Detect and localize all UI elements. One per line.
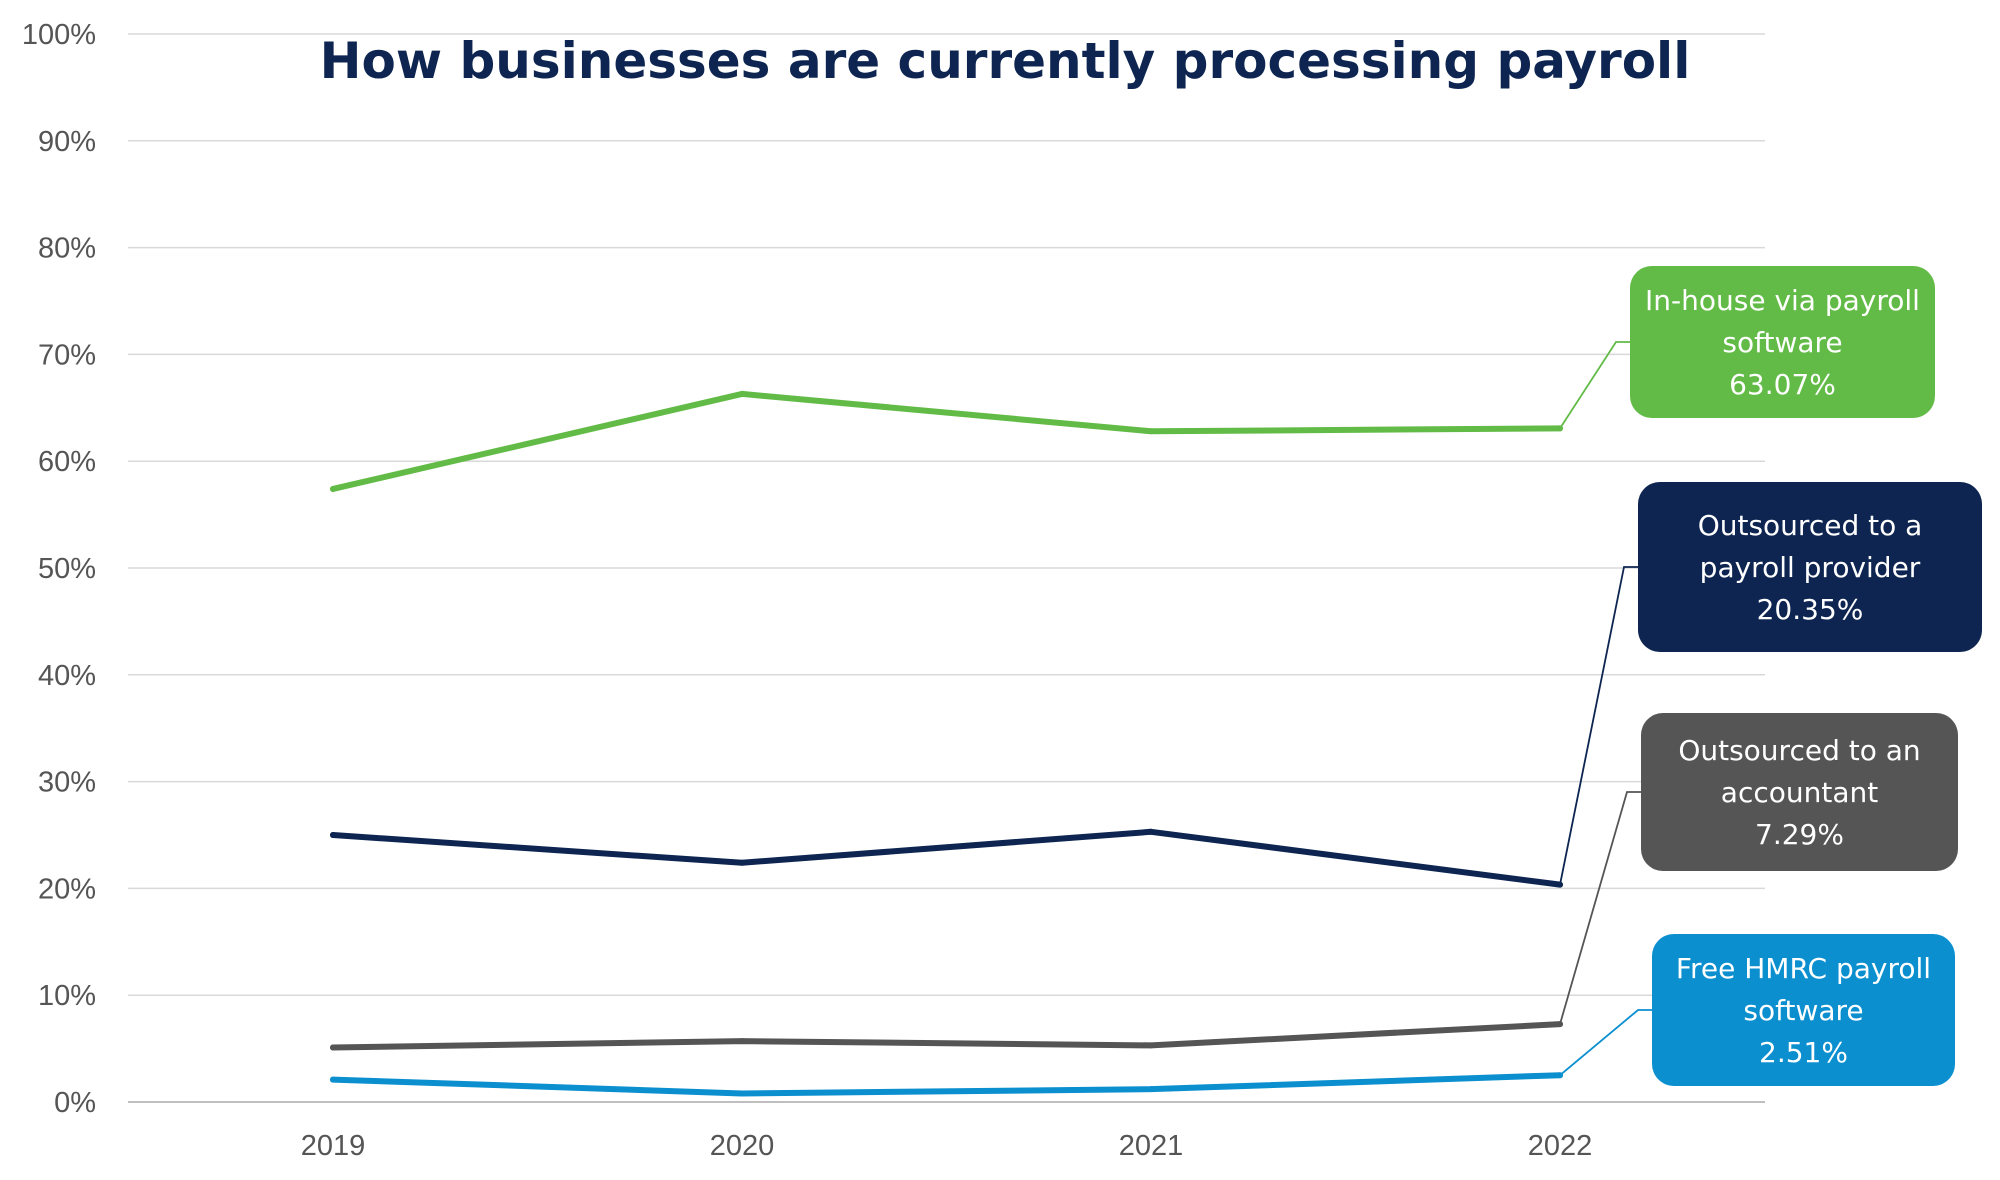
label-text-payroll-provider: payroll provider <box>1700 551 1921 584</box>
leader-line-in-house <box>1559 341 1632 429</box>
series-labels: In-house via payroll software 63.07% Outsou… <box>1559 266 1982 1086</box>
data-point-payroll-provider <box>330 832 336 838</box>
data-point-payroll-provider <box>1148 828 1154 835</box>
y-tick-label: 60% <box>38 446 96 478</box>
label-text-hmrc: Free HMRC payroll <box>1676 952 1931 985</box>
label-text-hmrc: software <box>1743 994 1863 1027</box>
x-tick-label: 2021 <box>1119 1130 1184 1162</box>
y-tick-label: 10% <box>38 980 96 1012</box>
label-text-hmrc: 2.51% <box>1759 1036 1848 1069</box>
chart-title: How businesses are currently processing … <box>320 32 1691 90</box>
x-tick-label: 2019 <box>301 1130 366 1162</box>
data-point-accountant <box>330 1044 336 1051</box>
label-text-payroll-provider: Outsourced to a <box>1698 509 1923 542</box>
leader-line-accountant <box>1559 791 1643 1025</box>
label-text-accountant: 7.29% <box>1755 818 1844 851</box>
leader-line-payroll-provider <box>1559 566 1640 885</box>
data-point-payroll-provider <box>739 859 745 866</box>
y-tick-label: 100% <box>22 19 96 51</box>
data-point-in-house <box>739 390 745 397</box>
grid-lines <box>128 33 1765 1103</box>
label-text-payroll-provider: 20.35% <box>1757 593 1864 626</box>
label-box-hmrc <box>1652 934 1955 1086</box>
data-point-in-house <box>330 485 336 492</box>
y-axis-ticks: 0% 10% 20% 30% 40% 50% 60% 70% 80% 90% 100% <box>22 19 96 1119</box>
data-point-accountant <box>1148 1042 1154 1049</box>
x-tick-label: 2022 <box>1528 1130 1593 1162</box>
label-box-in-house <box>1630 266 1935 418</box>
series-line-payroll-provider <box>330 828 1563 888</box>
y-tick-label: 40% <box>38 660 96 692</box>
label-text-in-house: software <box>1722 326 1842 359</box>
y-tick-label: 70% <box>38 339 96 371</box>
data-point-in-house <box>1148 428 1154 435</box>
series-line-accountant <box>330 1021 1563 1051</box>
data-point-hmrc <box>739 1090 745 1097</box>
label-box-accountant <box>1641 713 1958 871</box>
label-text-in-house: 63.07% <box>1729 368 1836 401</box>
label-text-in-house: In-house via payroll <box>1645 284 1920 317</box>
series-lines <box>330 390 1563 1097</box>
leader-line-hmrc <box>1559 1009 1654 1076</box>
y-tick-label: 80% <box>38 233 96 265</box>
y-tick-label: 20% <box>38 873 96 905</box>
data-point-hmrc <box>1148 1086 1154 1093</box>
y-tick-label: 90% <box>38 126 96 158</box>
label-text-accountant: Outsourced to an <box>1678 734 1920 767</box>
x-axis-ticks: 2019 2020 2021 2022 <box>301 1130 1593 1162</box>
y-tick-label: 50% <box>38 553 96 585</box>
x-tick-label: 2020 <box>710 1130 775 1162</box>
series-line-hmrc <box>330 1072 1563 1097</box>
data-point-hmrc <box>330 1076 336 1083</box>
y-tick-label: 0% <box>54 1087 96 1119</box>
series-line-in-house <box>330 390 1563 492</box>
label-box-payroll-provider <box>1638 482 1982 652</box>
data-point-accountant <box>739 1038 745 1045</box>
data-point-accountant <box>1557 1021 1563 1028</box>
y-tick-label: 30% <box>38 767 96 799</box>
label-text-accountant: accountant <box>1721 776 1878 809</box>
